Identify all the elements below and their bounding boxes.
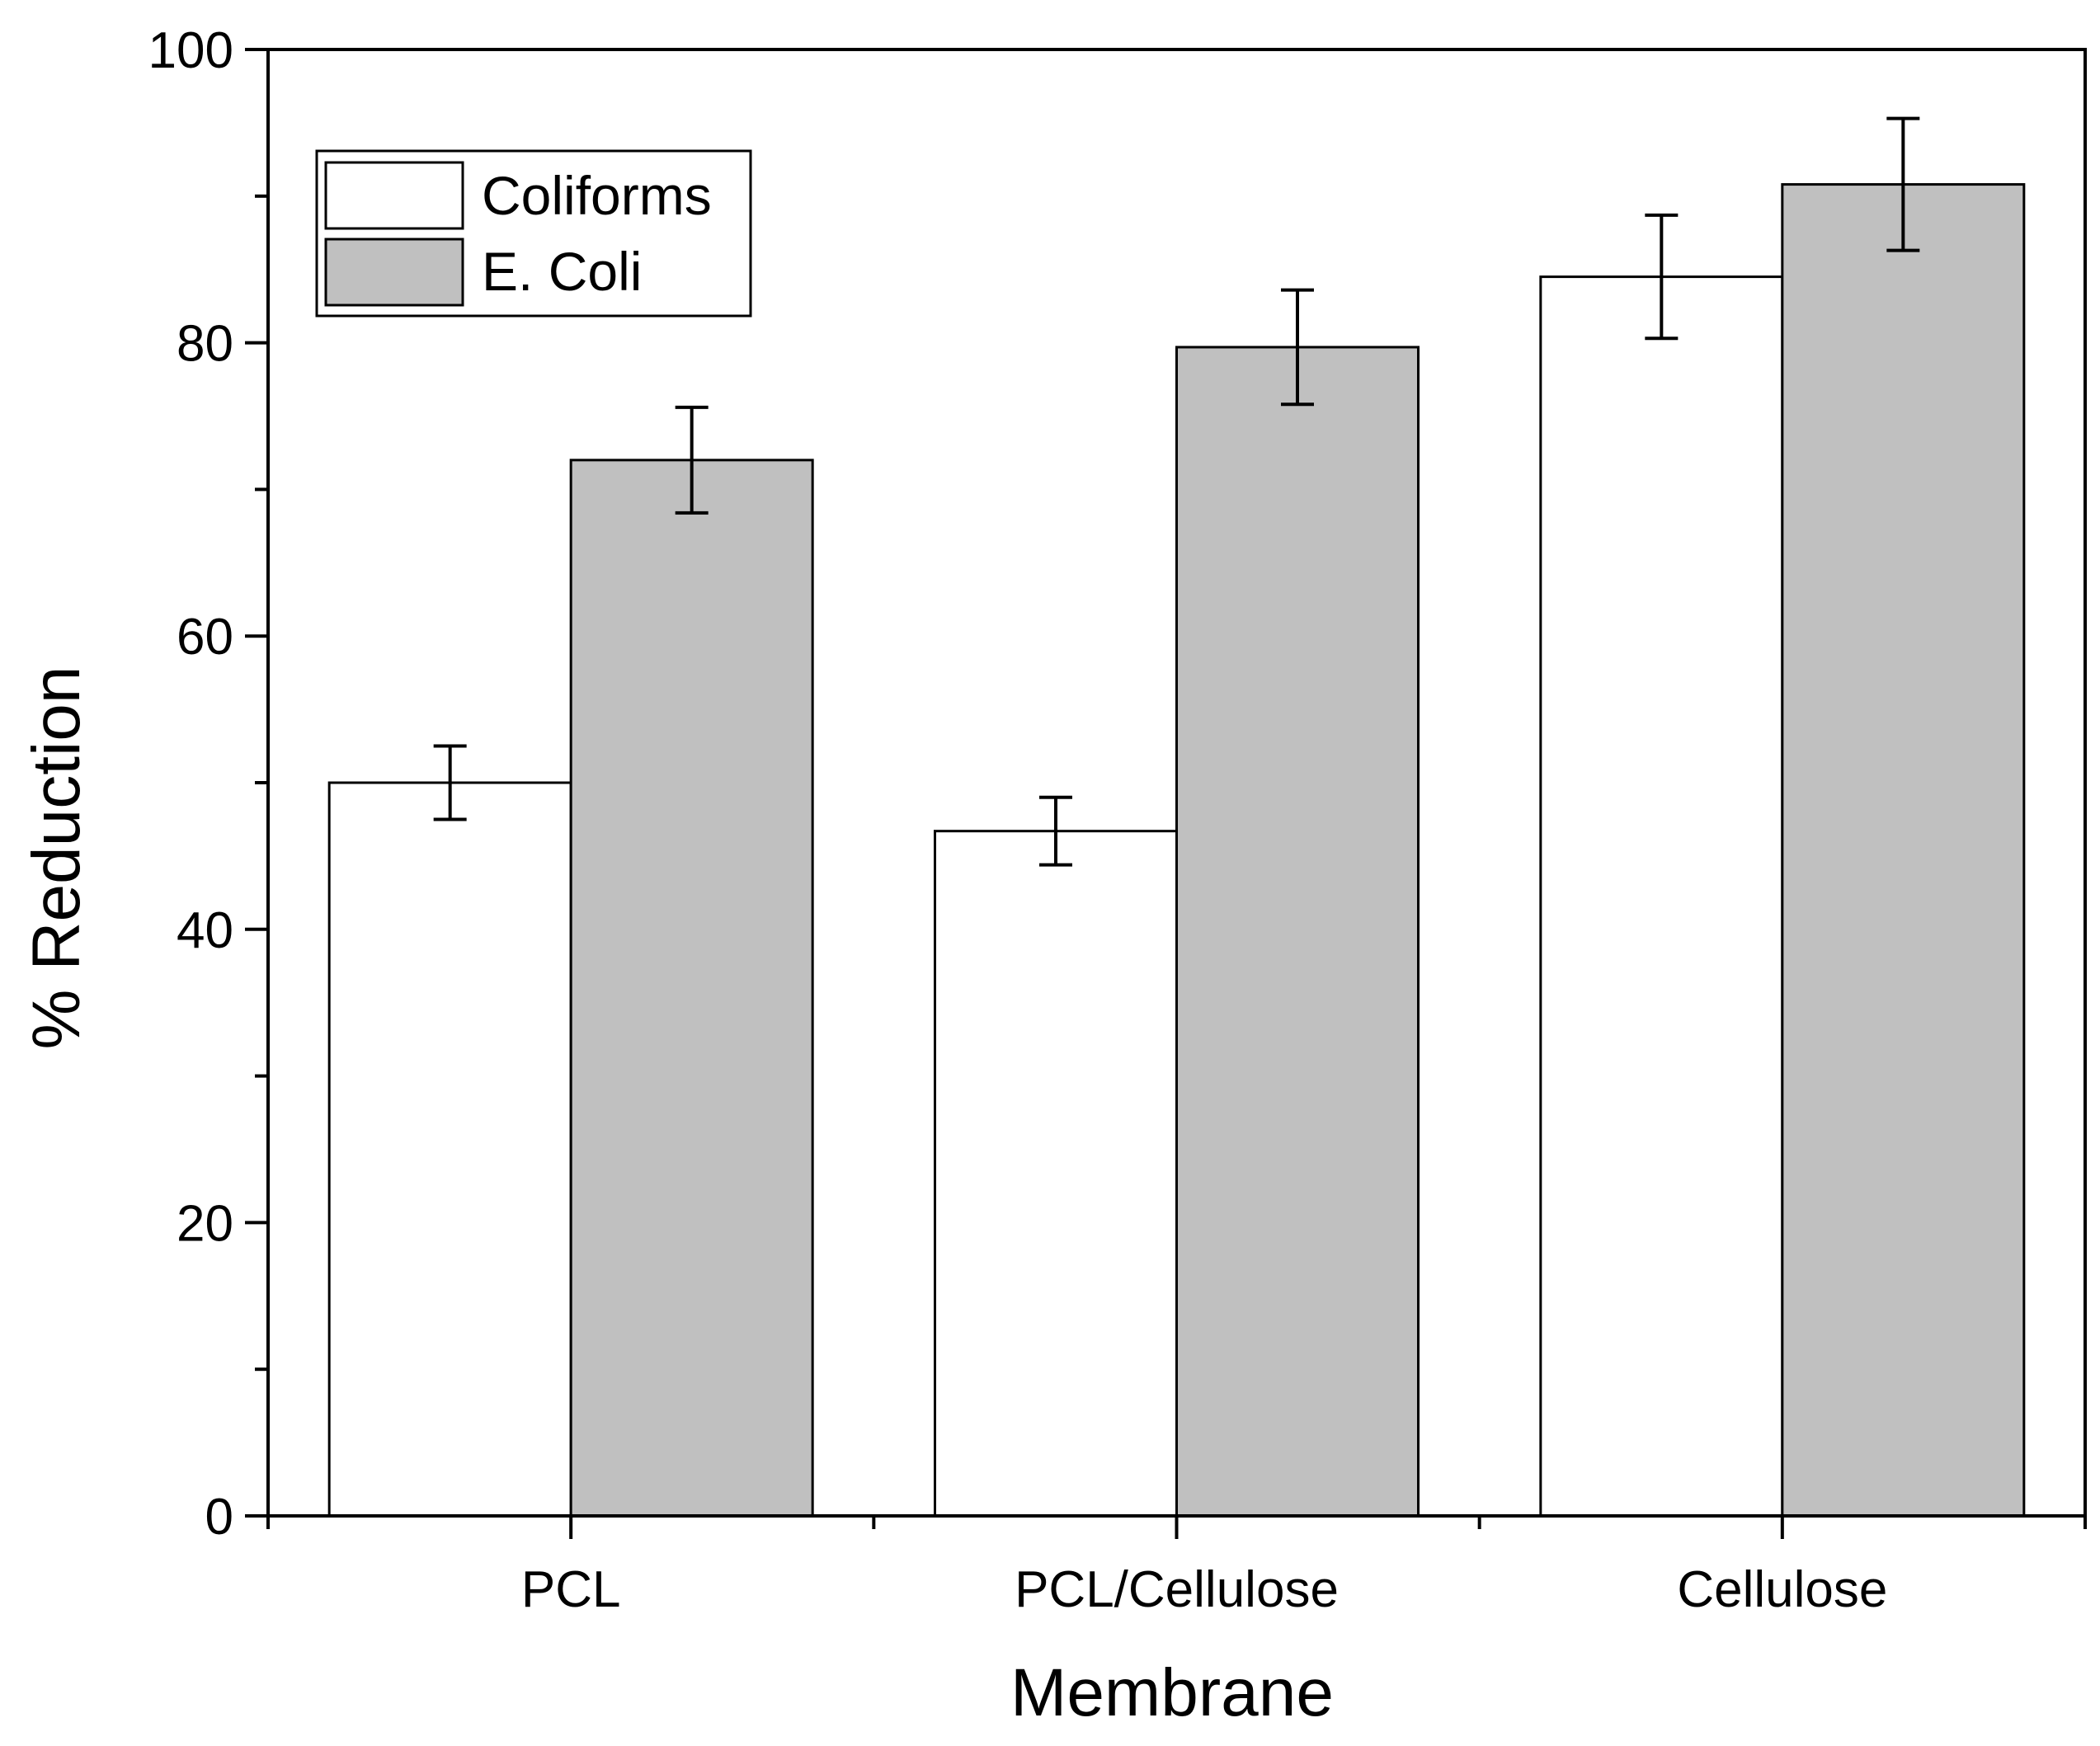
y-tick-label: 60 [177,609,233,666]
y-tick-label: 0 [205,1489,233,1546]
y-tick-label: 80 [177,316,233,373]
error-bar-coliforms-pcl [433,744,467,821]
x-tick-label: Cellulose [1677,1561,1887,1618]
legend-label-ecoli: E. Coli [482,241,642,302]
error-bar-coliforms-cellulose [1645,213,1679,341]
bar-e-coli-pcl-cellulose [1175,346,1420,1518]
x-tick-label: PCL [521,1561,621,1618]
bars-layer [327,183,2026,1518]
y-tick-label: 40 [177,902,233,959]
bar-coliforms-pcl [327,781,572,1518]
legend-swatch-coliforms [324,161,464,230]
x-tick-label: PCL/Cellulose [1015,1561,1339,1618]
error-bar-e-coli-pcl-cellulose [1281,288,1314,407]
legend-swatch-ecoli [324,238,464,307]
error-bar-e-coli-cellulose [1886,116,1920,252]
y-tick-label: 100 [148,22,233,79]
legend: Coliforms E. Coli [315,149,752,318]
bar-coliforms-pcl-cellulose [934,830,1178,1518]
error-bar-e-coli-pcl [675,405,709,515]
bar-coliforms-cellulose [1539,275,1784,1518]
error-bar-coliforms-pcl-cellulose [1039,795,1072,867]
legend-label-coliforms: Coliforms [482,165,712,226]
bar-e-coli-pcl [569,459,814,1518]
error-bars-layer [433,116,1920,867]
y-axis-title: % Reduction [19,666,94,1050]
bar-e-coli-cellulose [1781,183,2026,1518]
ticks-layer: 0 20 40 60 80 100 PCL PCL/Cellulose Cellulose [148,22,2087,1618]
x-axis-title: Membrane [1010,1655,1334,1730]
y-tick-label: 20 [177,1195,233,1252]
